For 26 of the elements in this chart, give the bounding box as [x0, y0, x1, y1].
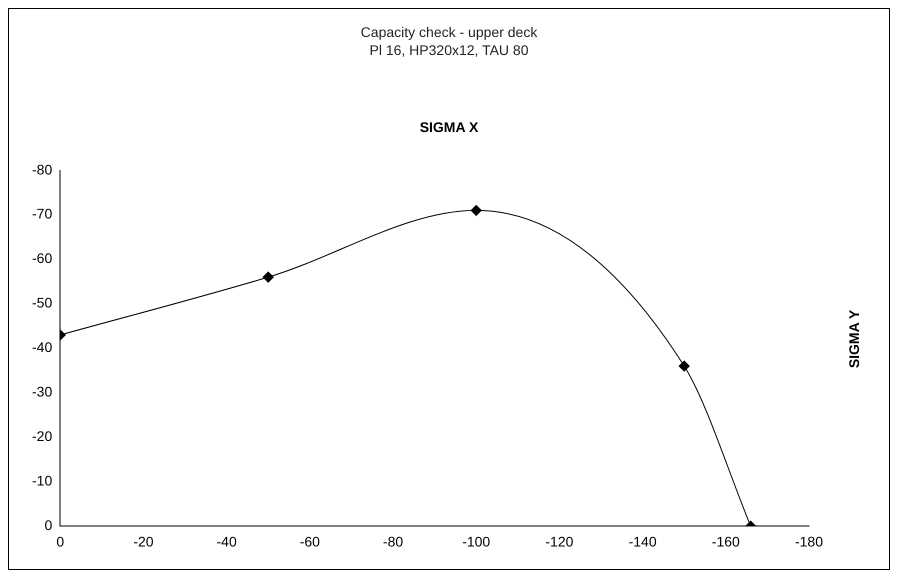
- y-tick-label: -60: [32, 250, 52, 266]
- x-tick-label: -80: [382, 533, 404, 550]
- y-tick-label: -20: [32, 428, 52, 444]
- y-tick-label: -30: [32, 384, 52, 400]
- x-tick-label: -140: [628, 533, 657, 550]
- y-tick-label: -70: [32, 206, 52, 222]
- y-tick-label: -40: [32, 339, 52, 356]
- y-tick-label: -80: [32, 161, 52, 178]
- x-tick-label: -120: [545, 533, 574, 550]
- x-tick-label: -100: [462, 533, 490, 550]
- y-tick-label: 0: [44, 517, 52, 534]
- x-tick-label: -60: [300, 533, 320, 550]
- x-tick-label: -40: [216, 533, 237, 550]
- y-axis-title: SIGMA Y: [846, 310, 862, 368]
- x-tick-label: 0: [56, 533, 64, 550]
- chart-title: Capacity check - upper deck: [360, 23, 538, 41]
- y-tick-label: -10: [32, 472, 52, 489]
- point: [262, 272, 274, 283]
- x-tick-label: -160: [712, 533, 740, 550]
- x-axis-title: SIGMA X: [418, 119, 480, 135]
- point: [470, 204, 482, 216]
- point: [678, 360, 690, 372]
- x-tick-label: -20: [133, 533, 154, 550]
- chart-subtitle: Pl 16, HP320x12, TAU 80: [368, 41, 530, 59]
- y-tick-label: -50: [32, 294, 52, 311]
- x-tick-label: -180: [794, 533, 824, 550]
